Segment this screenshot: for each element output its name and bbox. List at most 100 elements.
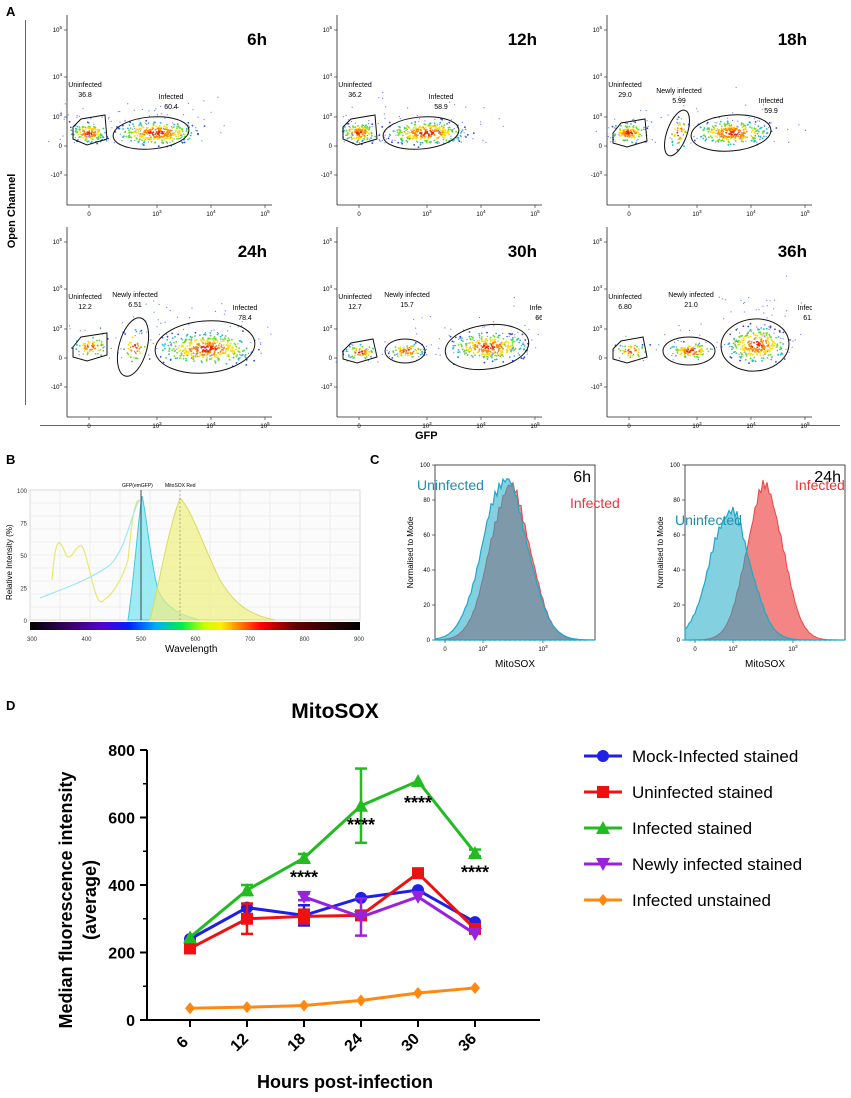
event-dot [188,338,191,341]
event-dot [741,339,743,342]
event-dot [377,122,379,125]
event-dot [684,352,687,354]
event-dot [217,356,220,359]
event-dot [407,354,409,356]
event-dot [165,357,167,359]
event-dot [626,125,629,128]
event-dot [491,353,493,356]
event-dot [715,346,718,348]
event-dot [86,344,89,346]
event-dot [63,118,65,120]
event-dot [220,344,223,346]
gate-value-uninfected: 29.0 [618,92,632,99]
legend-label: Infected stained [632,819,752,838]
event-dot [225,350,227,353]
event-dot [742,339,745,342]
event-dot [173,123,176,126]
event-dot [765,349,767,352]
event-dot [86,141,88,143]
event-dot [356,134,359,137]
event-dot [756,334,759,337]
event-dot [100,327,102,329]
tick-label: 103 [53,112,63,121]
event-dot [759,343,762,345]
event-dot [229,342,232,345]
event-dot [139,135,141,137]
event-dot [607,136,609,138]
event-dot [428,141,431,143]
event-dot [231,352,234,354]
event-dot [429,122,432,125]
event-dot [113,142,115,144]
gate-value-infected: 61.7 [803,315,812,322]
event-dot [214,347,216,349]
event-dot [493,346,496,348]
event-dot [152,122,154,124]
event-dot [769,300,771,302]
event-dot [215,339,217,341]
event-dot [245,347,248,350]
event-dot [214,343,216,345]
event-dot [416,136,419,139]
event-dot [199,354,202,357]
event-dot [378,97,380,99]
event-dot [144,129,147,132]
event-dot [754,334,757,337]
event-dot [183,141,186,144]
event-dot [752,138,755,140]
event-dot [437,127,439,130]
event-dot [414,342,417,344]
event-dot [68,120,71,123]
event-dot [88,341,91,344]
event-dot [197,132,199,135]
event-dot [768,328,770,331]
event-dot [384,341,386,343]
event-dot [730,345,733,348]
event-dot [418,356,420,358]
event-dot [765,327,768,330]
event-dot [180,352,182,354]
event-dot [721,132,724,134]
event-dot [767,337,769,339]
data-point [298,910,310,923]
event-dot [221,346,223,348]
event-dot [700,323,702,325]
event-dot [766,132,769,134]
event-dot [399,349,402,352]
event-dot [773,308,775,310]
event-dot [776,350,778,352]
event-dot [723,140,725,142]
event-dot [91,138,94,141]
event-dot [77,139,79,141]
event-dot [105,139,107,141]
event-dot [754,360,757,363]
event-dot [761,137,764,140]
event-dot [453,127,455,130]
event-dot [388,135,390,138]
event-dot [725,131,727,134]
event-dot [511,337,514,339]
event-dot [162,349,164,351]
event-dot [185,349,187,352]
event-dot [217,96,219,98]
event-dot [351,106,353,108]
event-dot [82,107,84,109]
event-dot [192,352,195,355]
event-dot [365,356,368,358]
event-dot [403,127,406,130]
event-dot [178,130,181,133]
event-dot [623,130,626,133]
event-dot [510,344,512,347]
event-dot [623,140,626,142]
event-dot [219,335,222,338]
event-dot [147,141,149,143]
data-point [297,890,311,904]
event-dot [164,321,166,323]
event-dot [502,347,504,350]
event-dot [514,336,516,338]
event-dot [75,348,78,351]
event-dot [94,126,97,129]
event-dot [133,135,136,137]
event-dot [194,339,196,342]
